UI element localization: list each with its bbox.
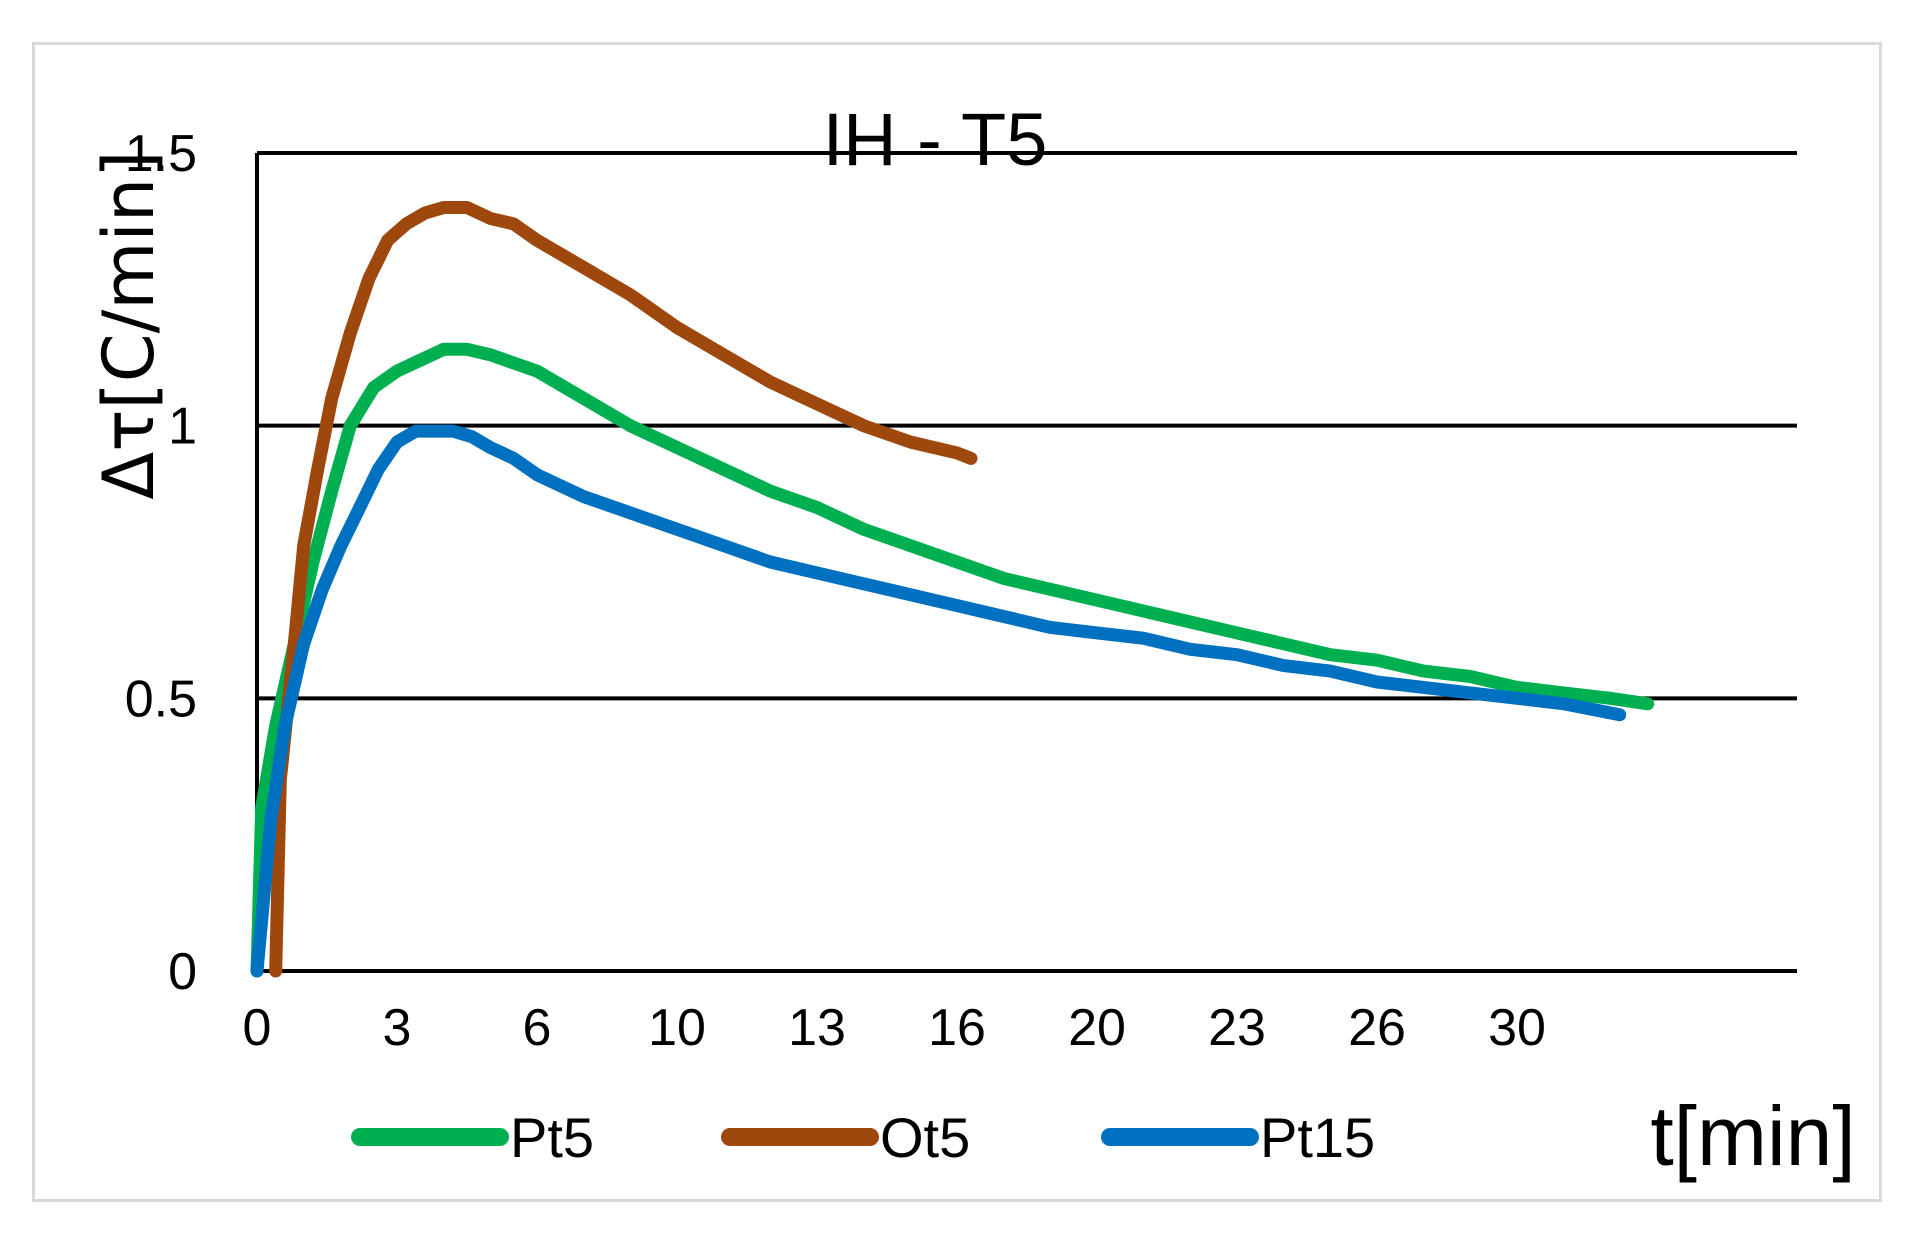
x-axis-label: t[min] xyxy=(1650,1089,1855,1183)
series-lines xyxy=(250,201,1655,978)
x-tick-label-3: 10 xyxy=(648,999,706,1057)
legend-label-pt5: Pt5 xyxy=(510,1106,594,1169)
series-line-pt15 xyxy=(250,424,1627,978)
x-tick-label-6: 20 xyxy=(1068,999,1126,1057)
y-tick-label-1: 0.5 xyxy=(125,670,197,728)
legend-label-pt15: Pt15 xyxy=(1260,1106,1375,1169)
legend: Pt5 Ot5 Pt15 xyxy=(351,1106,1375,1169)
x-tick-label-9: 30 xyxy=(1488,999,1546,1057)
line-chart: 0 0.5 1 1.5 0 3 6 10 13 16 20 23 26 30 IH - T5 Δτ[C/… xyxy=(88,98,1856,1183)
series-line-pt5 xyxy=(250,342,1655,978)
x-tick-label-2: 6 xyxy=(523,999,552,1057)
y-tick-labels: 0 0.5 1 1.5 xyxy=(125,125,197,1001)
chart-title: IH - T5 xyxy=(823,98,1048,181)
x-tick-label-0: 0 xyxy=(243,999,272,1057)
chart-frame: 0 0.5 1 1.5 0 3 6 10 13 16 20 23 26 30 IH - T5 Δτ[C/… xyxy=(32,42,1882,1202)
x-tick-label-5: 16 xyxy=(928,999,986,1057)
x-tick-label-4: 13 xyxy=(788,999,846,1057)
x-tick-label-7: 23 xyxy=(1208,999,1266,1057)
legend-label-ot5: Ot5 xyxy=(880,1106,970,1169)
y-tick-label-0: 0 xyxy=(168,943,197,1001)
y-tick-label-2: 1 xyxy=(168,398,197,456)
y-axis-label: Δτ[C/min] xyxy=(88,150,170,499)
series-line-ot5 xyxy=(269,201,978,978)
gridlines xyxy=(257,151,1797,973)
x-tick-label-1: 3 xyxy=(383,999,412,1057)
y-tick-label-3: 1.5 xyxy=(125,125,197,183)
x-tick-label-8: 26 xyxy=(1348,999,1406,1057)
x-tick-labels: 0 3 6 10 13 16 20 23 26 30 xyxy=(243,999,1546,1057)
